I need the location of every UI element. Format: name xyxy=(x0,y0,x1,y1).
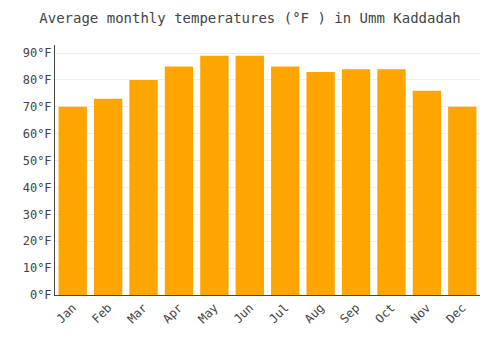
svg-text:60°F: 60°F xyxy=(23,127,52,141)
svg-text:Sep: Sep xyxy=(337,301,362,326)
svg-text:10°F: 10°F xyxy=(23,261,52,275)
svg-text:20°F: 20°F xyxy=(23,234,52,248)
svg-text:70°F: 70°F xyxy=(23,100,52,114)
svg-text:Jul: Jul xyxy=(266,301,291,326)
svg-text:30°F: 30°F xyxy=(23,208,52,222)
svg-text:Apr: Apr xyxy=(160,301,185,326)
svg-text:40°F: 40°F xyxy=(23,181,52,195)
svg-text:Oct: Oct xyxy=(373,301,398,326)
svg-text:50°F: 50°F xyxy=(23,154,52,168)
svg-text:Nov: Nov xyxy=(408,301,433,326)
svg-text:Jun: Jun xyxy=(231,301,256,326)
svg-text:Average monthly temperatures (: Average monthly temperatures (°F ) in Um… xyxy=(39,10,460,26)
svg-text:Aug: Aug xyxy=(302,301,327,326)
svg-text:Jan: Jan xyxy=(54,301,79,326)
svg-text:Feb: Feb xyxy=(89,301,114,326)
svg-text:0°F: 0°F xyxy=(30,288,52,302)
svg-text:Mar: Mar xyxy=(125,301,150,326)
svg-text:Dec: Dec xyxy=(443,301,468,326)
svg-text:80°F: 80°F xyxy=(23,73,52,87)
svg-text:90°F: 90°F xyxy=(23,46,52,60)
svg-text:May: May xyxy=(196,301,221,326)
